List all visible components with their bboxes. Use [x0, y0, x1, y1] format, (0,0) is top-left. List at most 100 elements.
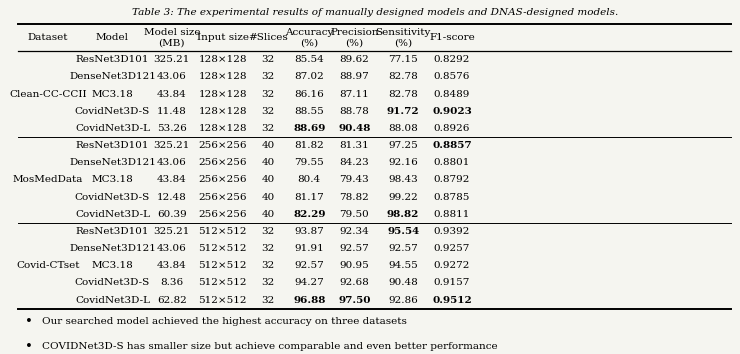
Text: 84.23: 84.23 — [340, 158, 369, 167]
Text: 88.55: 88.55 — [295, 107, 324, 116]
Text: 82.29: 82.29 — [293, 210, 326, 219]
Text: 12.48: 12.48 — [157, 193, 186, 202]
Text: Accuracy
(%): Accuracy (%) — [285, 28, 334, 47]
Text: 0.8801: 0.8801 — [434, 158, 470, 167]
Text: 256×256: 256×256 — [198, 141, 247, 150]
Text: Model: Model — [96, 33, 129, 42]
Text: MC3.18: MC3.18 — [92, 261, 133, 270]
Text: 128×128: 128×128 — [198, 107, 247, 116]
Text: 43.84: 43.84 — [157, 90, 186, 99]
Text: 256×256: 256×256 — [198, 158, 247, 167]
Text: #Slices: #Slices — [248, 33, 288, 42]
Text: 32: 32 — [261, 90, 275, 99]
Text: 97.25: 97.25 — [388, 141, 418, 150]
Text: 0.8811: 0.8811 — [434, 210, 470, 219]
Text: DenseNet3D121: DenseNet3D121 — [69, 73, 156, 81]
Text: Covid-CTset: Covid-CTset — [16, 261, 80, 270]
Text: 32: 32 — [261, 296, 275, 304]
Text: 86.16: 86.16 — [295, 90, 324, 99]
Text: 43.84: 43.84 — [157, 261, 186, 270]
Text: 80.4: 80.4 — [297, 176, 321, 184]
Text: 32: 32 — [261, 227, 275, 236]
Text: 0.8785: 0.8785 — [434, 193, 470, 202]
Text: DenseNet3D121: DenseNet3D121 — [69, 158, 156, 167]
Text: Model size
(MB): Model size (MB) — [144, 28, 200, 47]
Text: 92.16: 92.16 — [388, 158, 418, 167]
Text: 60.39: 60.39 — [157, 210, 186, 219]
Text: 325.21: 325.21 — [154, 141, 190, 150]
Text: 81.82: 81.82 — [295, 141, 324, 150]
Text: 79.50: 79.50 — [340, 210, 369, 219]
Text: Clean-CC-CCII: Clean-CC-CCII — [10, 90, 87, 99]
Text: 128×128: 128×128 — [198, 90, 247, 99]
Text: 77.15: 77.15 — [388, 55, 418, 64]
Text: 62.82: 62.82 — [157, 296, 186, 304]
Text: Precision
(%): Precision (%) — [330, 28, 379, 47]
Text: 81.17: 81.17 — [295, 193, 324, 202]
Text: 325.21: 325.21 — [154, 227, 190, 236]
Text: 95.54: 95.54 — [387, 227, 420, 236]
Text: COVIDNet3D-S has smaller size but achieve comparable and even better performance: COVIDNet3D-S has smaller size but achiev… — [41, 342, 497, 351]
Text: 88.08: 88.08 — [388, 124, 418, 133]
Text: 0.9157: 0.9157 — [434, 279, 470, 287]
Text: 256×256: 256×256 — [198, 210, 247, 219]
Text: 0.9392: 0.9392 — [434, 227, 470, 236]
Text: 97.50: 97.50 — [338, 296, 371, 304]
Text: 98.43: 98.43 — [388, 176, 418, 184]
Text: 512×512: 512×512 — [198, 261, 247, 270]
Text: •: • — [25, 315, 33, 328]
Text: 43.06: 43.06 — [157, 244, 186, 253]
Text: 32: 32 — [261, 73, 275, 81]
Text: CovidNet3D-L: CovidNet3D-L — [75, 210, 150, 219]
Text: CovidNet3D-L: CovidNet3D-L — [75, 124, 150, 133]
Text: 98.82: 98.82 — [387, 210, 420, 219]
Text: •: • — [25, 340, 33, 353]
Text: CovidNet3D-S: CovidNet3D-S — [75, 193, 150, 202]
Text: 88.78: 88.78 — [340, 107, 369, 116]
Text: 0.8857: 0.8857 — [432, 141, 471, 150]
Text: 0.8792: 0.8792 — [434, 176, 470, 184]
Text: MC3.18: MC3.18 — [92, 176, 133, 184]
Text: 87.11: 87.11 — [340, 90, 369, 99]
Text: 78.82: 78.82 — [340, 193, 369, 202]
Text: 93.87: 93.87 — [295, 227, 324, 236]
Text: 82.78: 82.78 — [388, 73, 418, 81]
Text: 88.97: 88.97 — [340, 73, 369, 81]
Text: 8.36: 8.36 — [160, 279, 184, 287]
Text: 0.9257: 0.9257 — [434, 244, 470, 253]
Text: 99.22: 99.22 — [388, 193, 418, 202]
Text: 79.55: 79.55 — [295, 158, 324, 167]
Text: 32: 32 — [261, 244, 275, 253]
Text: 90.48: 90.48 — [388, 279, 418, 287]
Text: 90.95: 90.95 — [340, 261, 369, 270]
Text: 512×512: 512×512 — [198, 244, 247, 253]
Text: 89.62: 89.62 — [340, 55, 369, 64]
Text: 91.72: 91.72 — [387, 107, 420, 116]
Text: Sensitivity
(%): Sensitivity (%) — [375, 28, 431, 47]
Text: 94.55: 94.55 — [388, 261, 418, 270]
Text: MosMedData: MosMedData — [13, 176, 84, 184]
Text: CovidNet3D-L: CovidNet3D-L — [75, 296, 150, 304]
Text: 32: 32 — [261, 107, 275, 116]
Text: 512×512: 512×512 — [198, 227, 247, 236]
Text: 512×512: 512×512 — [198, 279, 247, 287]
Text: 11.48: 11.48 — [157, 107, 186, 116]
Text: CovidNet3D-S: CovidNet3D-S — [75, 107, 150, 116]
Text: 0.8292: 0.8292 — [434, 55, 470, 64]
Text: 92.86: 92.86 — [388, 296, 418, 304]
Text: 85.54: 85.54 — [295, 55, 324, 64]
Text: 0.9272: 0.9272 — [434, 261, 470, 270]
Text: 87.02: 87.02 — [295, 73, 324, 81]
Text: 325.21: 325.21 — [154, 55, 190, 64]
Text: DenseNet3D121: DenseNet3D121 — [69, 244, 156, 253]
Text: 128×128: 128×128 — [198, 55, 247, 64]
Text: F1-score: F1-score — [429, 33, 475, 42]
Text: 81.31: 81.31 — [340, 141, 369, 150]
Text: CovidNet3D-S: CovidNet3D-S — [75, 279, 150, 287]
Text: 43.06: 43.06 — [157, 73, 186, 81]
Text: 32: 32 — [261, 261, 275, 270]
Text: 92.68: 92.68 — [340, 279, 369, 287]
Text: 128×128: 128×128 — [198, 124, 247, 133]
Text: 94.27: 94.27 — [295, 279, 324, 287]
Text: 79.43: 79.43 — [340, 176, 369, 184]
